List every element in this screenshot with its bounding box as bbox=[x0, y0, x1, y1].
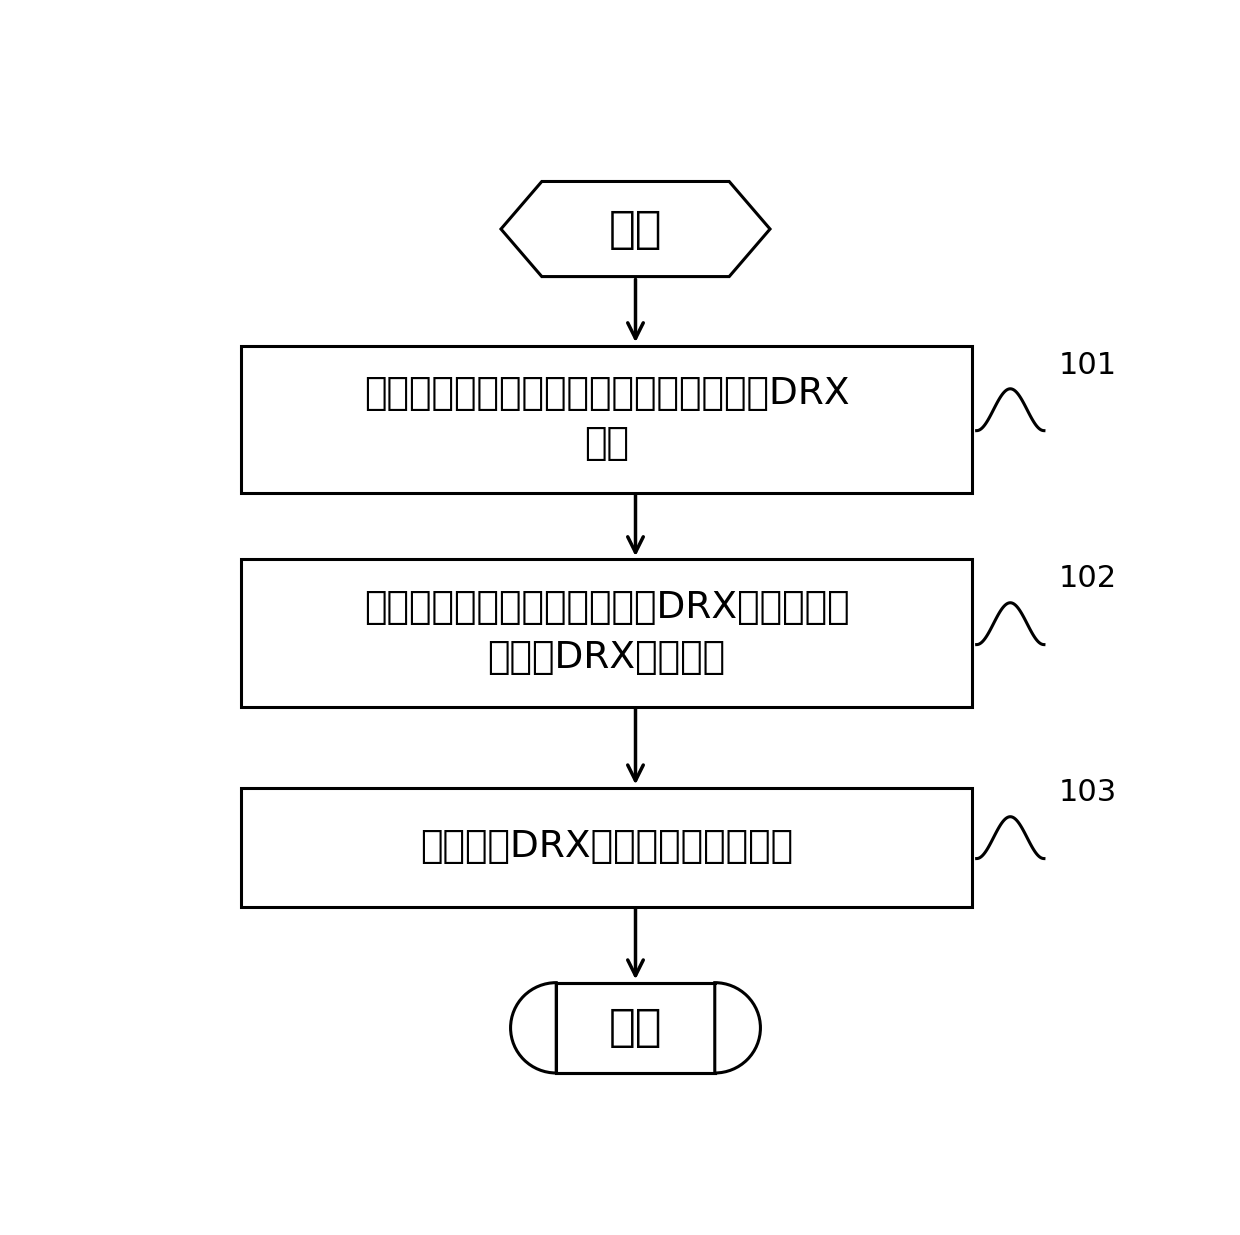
Bar bbox=[242, 346, 972, 493]
Text: 根据上述终端状态信息及上述DRX信息，确定
终端的DRX配置参数: 根据上述终端状态信息及上述DRX信息，确定 终端的DRX配置参数 bbox=[363, 590, 849, 677]
Bar bbox=[242, 559, 972, 706]
Text: 102: 102 bbox=[1058, 564, 1116, 594]
Text: 结束: 结束 bbox=[609, 1007, 662, 1050]
Text: 开始: 开始 bbox=[609, 207, 662, 251]
Text: 101: 101 bbox=[1058, 351, 1116, 379]
Wedge shape bbox=[511, 983, 557, 1073]
FancyBboxPatch shape bbox=[557, 983, 714, 1073]
Text: 获取终端状态信息及终端各个业务要求的DRX
信息: 获取终端状态信息及终端各个业务要求的DRX 信息 bbox=[363, 377, 849, 462]
Polygon shape bbox=[501, 182, 770, 277]
Bar bbox=[242, 788, 972, 906]
Wedge shape bbox=[714, 983, 760, 1073]
Text: 将终端的DRX配置参数发送给终端: 将终端的DRX配置参数发送给终端 bbox=[420, 829, 794, 866]
Text: 103: 103 bbox=[1058, 778, 1116, 808]
